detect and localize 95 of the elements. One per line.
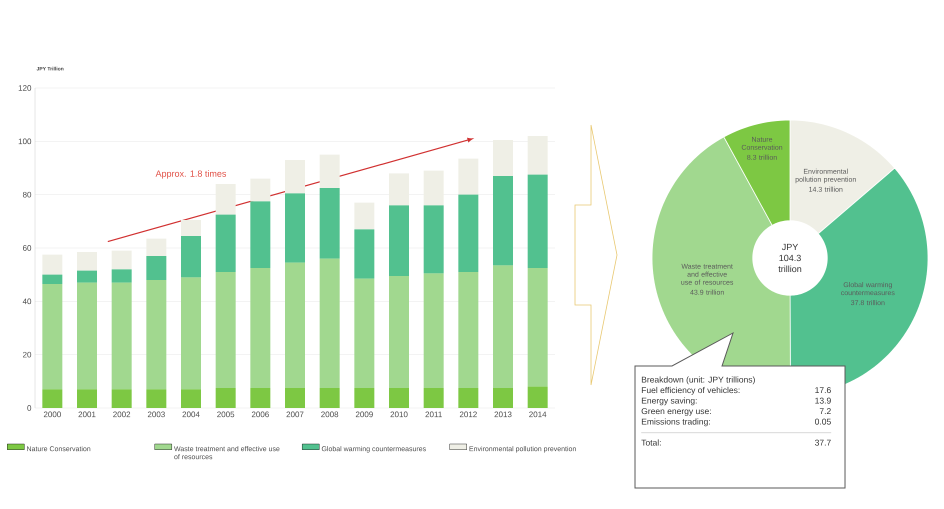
bar [320, 258, 340, 388]
bar [354, 229, 374, 279]
bar [181, 277, 202, 390]
bar [77, 282, 98, 390]
y-tick-label: 120 [18, 85, 32, 91]
bar [250, 268, 270, 388]
bar [181, 389, 202, 408]
text: Energy saving: [642, 397, 697, 406]
bar [250, 388, 270, 408]
text: 17.6 [815, 387, 831, 394]
bar [320, 154, 340, 188]
bar [250, 201, 270, 268]
bar [528, 136, 548, 175]
bar [146, 389, 166, 408]
bar [285, 388, 306, 408]
text: JPY 104.3 trillion [778, 244, 802, 272]
bar [493, 388, 514, 408]
bar [424, 273, 444, 388]
bar [146, 256, 166, 280]
x-tick-label: 2011 [425, 412, 442, 418]
bar [424, 205, 444, 274]
text: Breakdown (unit: JPY trillions) [642, 376, 755, 384]
x-tick-label: 2013 [494, 412, 512, 418]
annotation: Approx. 1.8 times [156, 170, 226, 179]
x-tick-label: 2014 [529, 412, 546, 418]
bar [112, 269, 132, 283]
x-tick-label: 2003 [148, 412, 165, 418]
bar [458, 388, 478, 408]
y-tick-label: 60 [22, 245, 32, 251]
bar [528, 174, 548, 268]
bar [146, 280, 166, 390]
text: Total: [641, 439, 661, 446]
bar [320, 388, 340, 408]
bar [112, 250, 132, 270]
bar [216, 184, 236, 215]
x-tick-label: 2010 [390, 412, 408, 418]
y-tick-label: 0 [27, 405, 32, 411]
text: 13.9 [815, 398, 831, 404]
bar [389, 388, 410, 408]
bar [354, 202, 374, 230]
text: Emissions trading: [642, 418, 710, 426]
bar [250, 178, 270, 202]
bar [181, 236, 202, 278]
bar [493, 140, 514, 176]
x-tick-label: 2005 [217, 412, 234, 418]
bar [77, 389, 98, 408]
bar [320, 188, 340, 259]
bar [389, 173, 410, 206]
y-tick-label: 80 [22, 192, 32, 198]
text: Fuel efficiency of vehicles: [642, 386, 740, 395]
bar [42, 389, 62, 408]
bar [458, 158, 478, 195]
bar [112, 282, 132, 390]
x-tick-label: 2009 [356, 412, 373, 418]
bar [216, 272, 236, 388]
text: 0.05 [814, 418, 831, 425]
bar [146, 238, 166, 256]
bar [528, 386, 548, 408]
bar [285, 160, 306, 194]
bar [354, 388, 374, 408]
bar [77, 252, 98, 271]
x-tick-label: 2006 [252, 412, 269, 418]
x-tick-label: 2002 [113, 412, 130, 418]
text: 37.7 [814, 440, 831, 446]
bar [424, 388, 444, 408]
bar [389, 205, 410, 276]
bar [389, 276, 410, 388]
bar [458, 272, 478, 388]
x-tick-label: 2008 [321, 412, 338, 418]
y-tick-label: 20 [22, 352, 32, 358]
bar [285, 193, 306, 263]
bar [493, 176, 514, 266]
bar [528, 268, 548, 387]
text: Green energy use: [642, 408, 711, 416]
text: 7.2 [820, 408, 831, 414]
y-tick-label: 100 [18, 138, 32, 144]
bar [424, 170, 444, 206]
x-tick-label: 2001 [78, 412, 96, 418]
bar [181, 220, 202, 236]
x-tick-label: 2007 [286, 412, 304, 418]
bar [216, 388, 236, 408]
bar [42, 284, 62, 390]
bar [285, 262, 306, 388]
x-tick-label: 2000 [44, 412, 61, 418]
y-tick-label: 40 [22, 298, 32, 304]
bar [42, 254, 62, 275]
x-tick-label: 2012 [460, 412, 477, 418]
bar [493, 265, 514, 388]
bar [42, 274, 62, 284]
bar [77, 270, 98, 283]
bar [112, 389, 132, 408]
bar [458, 194, 478, 272]
x-tick-label: 2004 [182, 412, 200, 418]
bar [216, 214, 236, 272]
bar [354, 278, 374, 388]
